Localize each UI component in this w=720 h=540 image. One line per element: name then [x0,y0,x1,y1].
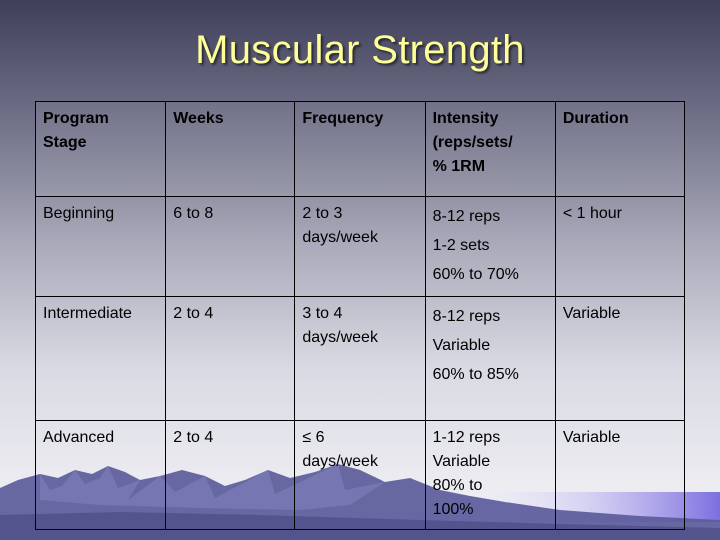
cell-stage: Beginning [34,196,167,297]
cell-weeks: 2 to 4 [165,420,296,530]
header-duration: Duration [554,101,686,197]
cell-stage: Intermediate [34,296,167,421]
table-row: Intermediate 2 to 4 3 to 4 days/week 8-1… [34,296,686,421]
table-row: Beginning 6 to 8 2 to 3 days/week 8-12 r… [34,196,686,297]
cell-intensity: 8-12 reps Variable 60% to 85% [424,296,556,421]
cell-weeks: 6 to 8 [165,196,296,297]
header-weeks: Weeks [165,101,296,197]
cell-intensity: 8-12 reps 1-2 sets 60% to 70% [424,196,556,297]
cell-frequency: 3 to 4 days/week [294,296,426,421]
header-frequency: Frequency [294,101,426,197]
cell-frequency: 2 to 3 days/week [294,196,426,297]
cell-weeks: 2 to 4 [165,296,296,421]
cell-frequency: ≤ 6 days/week [294,420,426,530]
header-program-stage: Program Stage [34,101,167,197]
table-row: Advanced 2 to 4 ≤ 6 days/week 1-12 reps … [34,420,686,530]
muscular-strength-table: Program Stage Weeks Frequency Intensity … [34,101,686,530]
slide-title: Muscular Strength [195,28,525,72]
cell-duration: Variable [554,420,686,530]
table-header-row: Program Stage Weeks Frequency Intensity … [34,101,686,197]
cell-duration: Variable [554,296,686,421]
header-intensity: Intensity (reps/sets/ % 1RM [424,101,556,197]
cell-duration: < 1 hour [554,196,686,297]
cell-stage: Advanced [34,420,167,530]
cell-intensity: 1-12 reps Variable 80% to 100% [424,420,556,530]
